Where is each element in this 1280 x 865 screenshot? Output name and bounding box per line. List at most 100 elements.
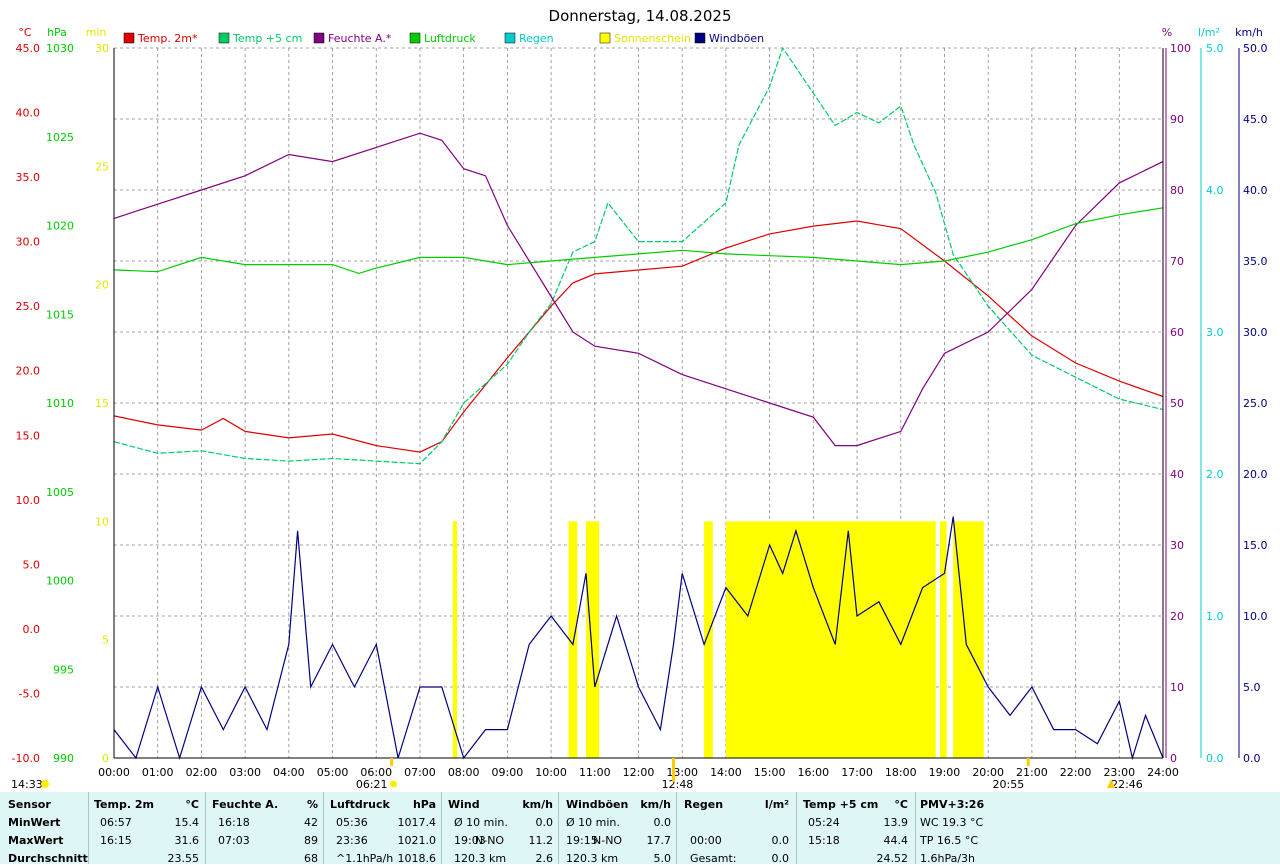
stats-value-humidity: 89 [304,834,318,847]
stats-time-gusts: 19:15 [566,834,598,847]
stats-row-label: MaxWert [8,834,64,847]
series-lines [113,46,1164,761]
stats-unit-wind: km/h [522,798,553,811]
pressure-tick-label: 1015 [46,308,74,321]
stats-time-rain: 00:00 [690,834,722,847]
series-line-temp-2m [113,220,1164,453]
sunshine-bar [452,521,458,758]
stats-time-rain: Gesamt: [690,852,737,865]
series-line-luftdruck [113,207,1164,275]
sunset-label: 20:55 [993,778,1025,791]
x-tick-label: 24:00 [1147,766,1179,779]
rain-tick-label: 3.0 [1206,326,1224,339]
temp-unit-label: °C [18,26,32,39]
x-tick-label: 03:00 [229,766,261,779]
stats-time-pressure: ^1.1hPa/h [336,852,394,865]
x-tick-label: 02:00 [186,766,218,779]
stats-value-pressure: 1021.0 [397,834,437,847]
stats-time-temp5: 05:24 [808,816,840,829]
wind-tick-label: 20.0 [1243,468,1268,481]
stats-separator [88,792,89,864]
x-tick-label: 06:00 [360,766,392,779]
humidity-tick-label: 80 [1170,184,1184,197]
legend-swatch [218,32,230,44]
wind-tick-label: 45.0 [1243,113,1268,126]
legend-label: Regen [519,32,554,45]
stats-header-gusts: Windböen [566,798,629,811]
temp-tick-label: 10.0 [16,494,41,507]
humidity-tick-label: 70 [1170,255,1184,268]
stats-row-label: Durchschnitt [8,852,88,865]
stats-time-wind: 120.3 km [454,852,507,865]
stats-pmv-value: TP 16.5 °C [920,834,979,847]
humidity-tick-label: 30 [1170,539,1184,552]
stats-value-gusts: 5.0 [653,852,672,865]
stats-unit-rain: l/m² [764,798,789,811]
stats-value-rain: 0.0 [771,834,790,847]
wind-tick-label: 35.0 [1243,255,1268,268]
stats-header-wind: Wind [448,798,480,811]
weather-chart: Donnerstag, 14.08.2025 45.0 40.0 35.0 30.0 2… [11,7,1268,791]
x-tick-label: 18:00 [885,766,917,779]
stats-dir-wind: N-NO [475,834,505,847]
wind-tick-label: 10.0 [1243,610,1268,623]
stats-value-temp5: 13.9 [883,816,909,829]
sunshine-bar [704,521,713,758]
series-line-windb-en [113,516,1164,761]
rain-unit-label: l/m² [1198,26,1220,39]
legend-label: Sonnenschein [614,32,691,45]
x-tick-label: 21:00 [1016,766,1048,779]
stats-header-temp: Temp. 2m [94,798,154,811]
statistics-panel: Sensor MinWert MaxWert Durchschnitt Temp. 2m… [0,792,1280,865]
series-line-feuchte-a [113,132,1164,447]
x-tick-label: 17:00 [841,766,873,779]
sunshine-bar [586,521,600,758]
wind-tick-label: 30.0 [1243,326,1268,339]
moon-info-label: 14:33 [11,778,43,791]
stats-separator [441,792,442,864]
temp-tick-label: 40.0 [16,107,41,120]
sun-unit-label: min [86,26,107,39]
x-tick-label: 10:00 [535,766,567,779]
x-tick-label: 12:00 [623,766,655,779]
legend-label: Temp +5 cm [232,32,302,45]
chart-title: Donnerstag, 14.08.2025 [549,7,732,25]
stats-value-temp: 31.6 [174,834,200,847]
stats-value-temp5: 44.4 [883,834,909,847]
stats-time-wind: 19:03 [454,834,486,847]
humidity-tick-label: 100 [1170,42,1191,55]
stats-pmv-value: 1.6hPa/3h [920,852,976,865]
humidity-tick-label: 20 [1170,610,1184,623]
sunrise-icon [390,780,398,788]
x-tick-label: 01:00 [142,766,174,779]
x-tick-label: 09:00 [492,766,524,779]
pressure-tick-label: 1005 [46,486,74,499]
stats-header-sensor: Sensor [8,798,51,811]
pressure-tick-label: 1020 [46,220,74,233]
wind-tick-label: 40.0 [1243,184,1268,197]
stats-value-humidity: 68 [304,852,318,865]
stats-value-temp: 15.4 [174,816,200,829]
sun-tick-label: 30 [95,42,109,55]
legend-swatch [123,32,135,44]
legend-swatch [504,32,516,44]
stats-header-humidity: Feuchte A. [212,798,279,811]
moon-icon [41,780,49,788]
pressure-tick-label: 995 [53,663,74,676]
legend: Temp. 2m* Temp +5 cm Feuchte A.* Luftdruck R… [123,32,764,45]
pressure-tick-label: 1000 [46,575,74,588]
x-tick-label: 14:00 [710,766,742,779]
legend-swatch [409,32,421,44]
x-tick-label: 07:00 [404,766,436,779]
stats-value-gusts: 0.0 [653,816,672,829]
solar-noon-label: 12:48 [662,778,694,791]
stats-value-humidity: 42 [304,816,318,829]
stats-unit-gusts: km/h [640,798,671,811]
sunshine-bar [940,521,947,758]
stats-time-temp: 06:57 [100,816,132,829]
wind-unit-label: km/h [1235,26,1263,39]
humidity-tick-label: 50 [1170,397,1184,410]
stats-time-pressure: 05:36 [336,816,368,829]
rain-tick-label: 1.0 [1206,610,1224,623]
stats-row-label: MinWert [8,816,61,829]
